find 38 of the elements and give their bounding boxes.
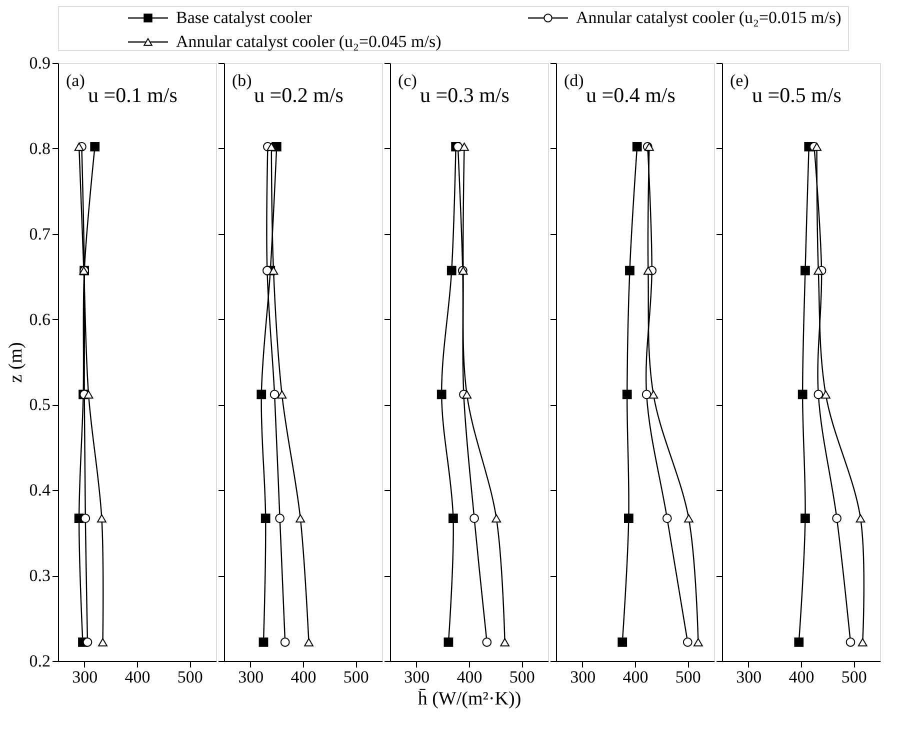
y-tick-label: 0.4 xyxy=(29,480,51,500)
x-tick-label: 300 xyxy=(404,668,430,686)
y-tick-label: 0.2 xyxy=(29,652,50,670)
legend-label: Annular catalyst cooler (u₂=0.045 m/s) xyxy=(176,32,442,51)
legend-label: Base catalyst cooler xyxy=(176,8,312,27)
x-tick-label: 500 xyxy=(509,668,535,686)
x-tick-label: 400 xyxy=(124,668,150,686)
x-tick-label: 500 xyxy=(177,668,203,686)
x-tick-label: 300 xyxy=(72,668,98,686)
annotation: u =0.4 m/s xyxy=(586,83,676,107)
x-tick-label: 400 xyxy=(290,668,316,686)
annotation: u =0.5 m/s xyxy=(752,83,842,107)
x-tick-label: 400 xyxy=(788,668,814,686)
x-axis-title: h̄ (W/(m²·K)) xyxy=(418,688,522,710)
annotation: (e) xyxy=(730,71,749,90)
legend-label: Annular catalyst cooler (u₂=0.015 m/s) xyxy=(576,8,842,27)
y-tick-label: 0.9 xyxy=(29,54,50,72)
x-tick-label: 400 xyxy=(622,668,648,686)
annotation: u =0.3 m/s xyxy=(420,83,510,107)
annotation: u =0.2 m/s xyxy=(254,83,344,107)
x-tick-label: 400 xyxy=(456,668,482,686)
y-tick-label: 0.3 xyxy=(29,566,50,586)
x-tick-label: 500 xyxy=(675,668,701,686)
x-tick-label: 500 xyxy=(841,668,867,686)
y-tick-label: 0.8 xyxy=(29,138,50,158)
y-tick-label: 0.5 xyxy=(29,395,50,414)
annotation: (a) xyxy=(66,71,85,90)
x-tick-label: 300 xyxy=(736,668,762,686)
annotation: (c) xyxy=(398,71,417,90)
x-tick-label: 300 xyxy=(238,668,264,686)
y-tick-label: 0.6 xyxy=(29,310,50,329)
annotation: u =0.1 m/s xyxy=(88,83,178,107)
annotation: (b) xyxy=(232,71,252,90)
annotation: (d) xyxy=(564,71,584,90)
y-axis-title: z (m) xyxy=(5,342,26,383)
x-tick-label: 300 xyxy=(570,668,596,686)
x-tick-label: 500 xyxy=(343,668,369,686)
y-tick-label: 0.7 xyxy=(29,224,51,244)
